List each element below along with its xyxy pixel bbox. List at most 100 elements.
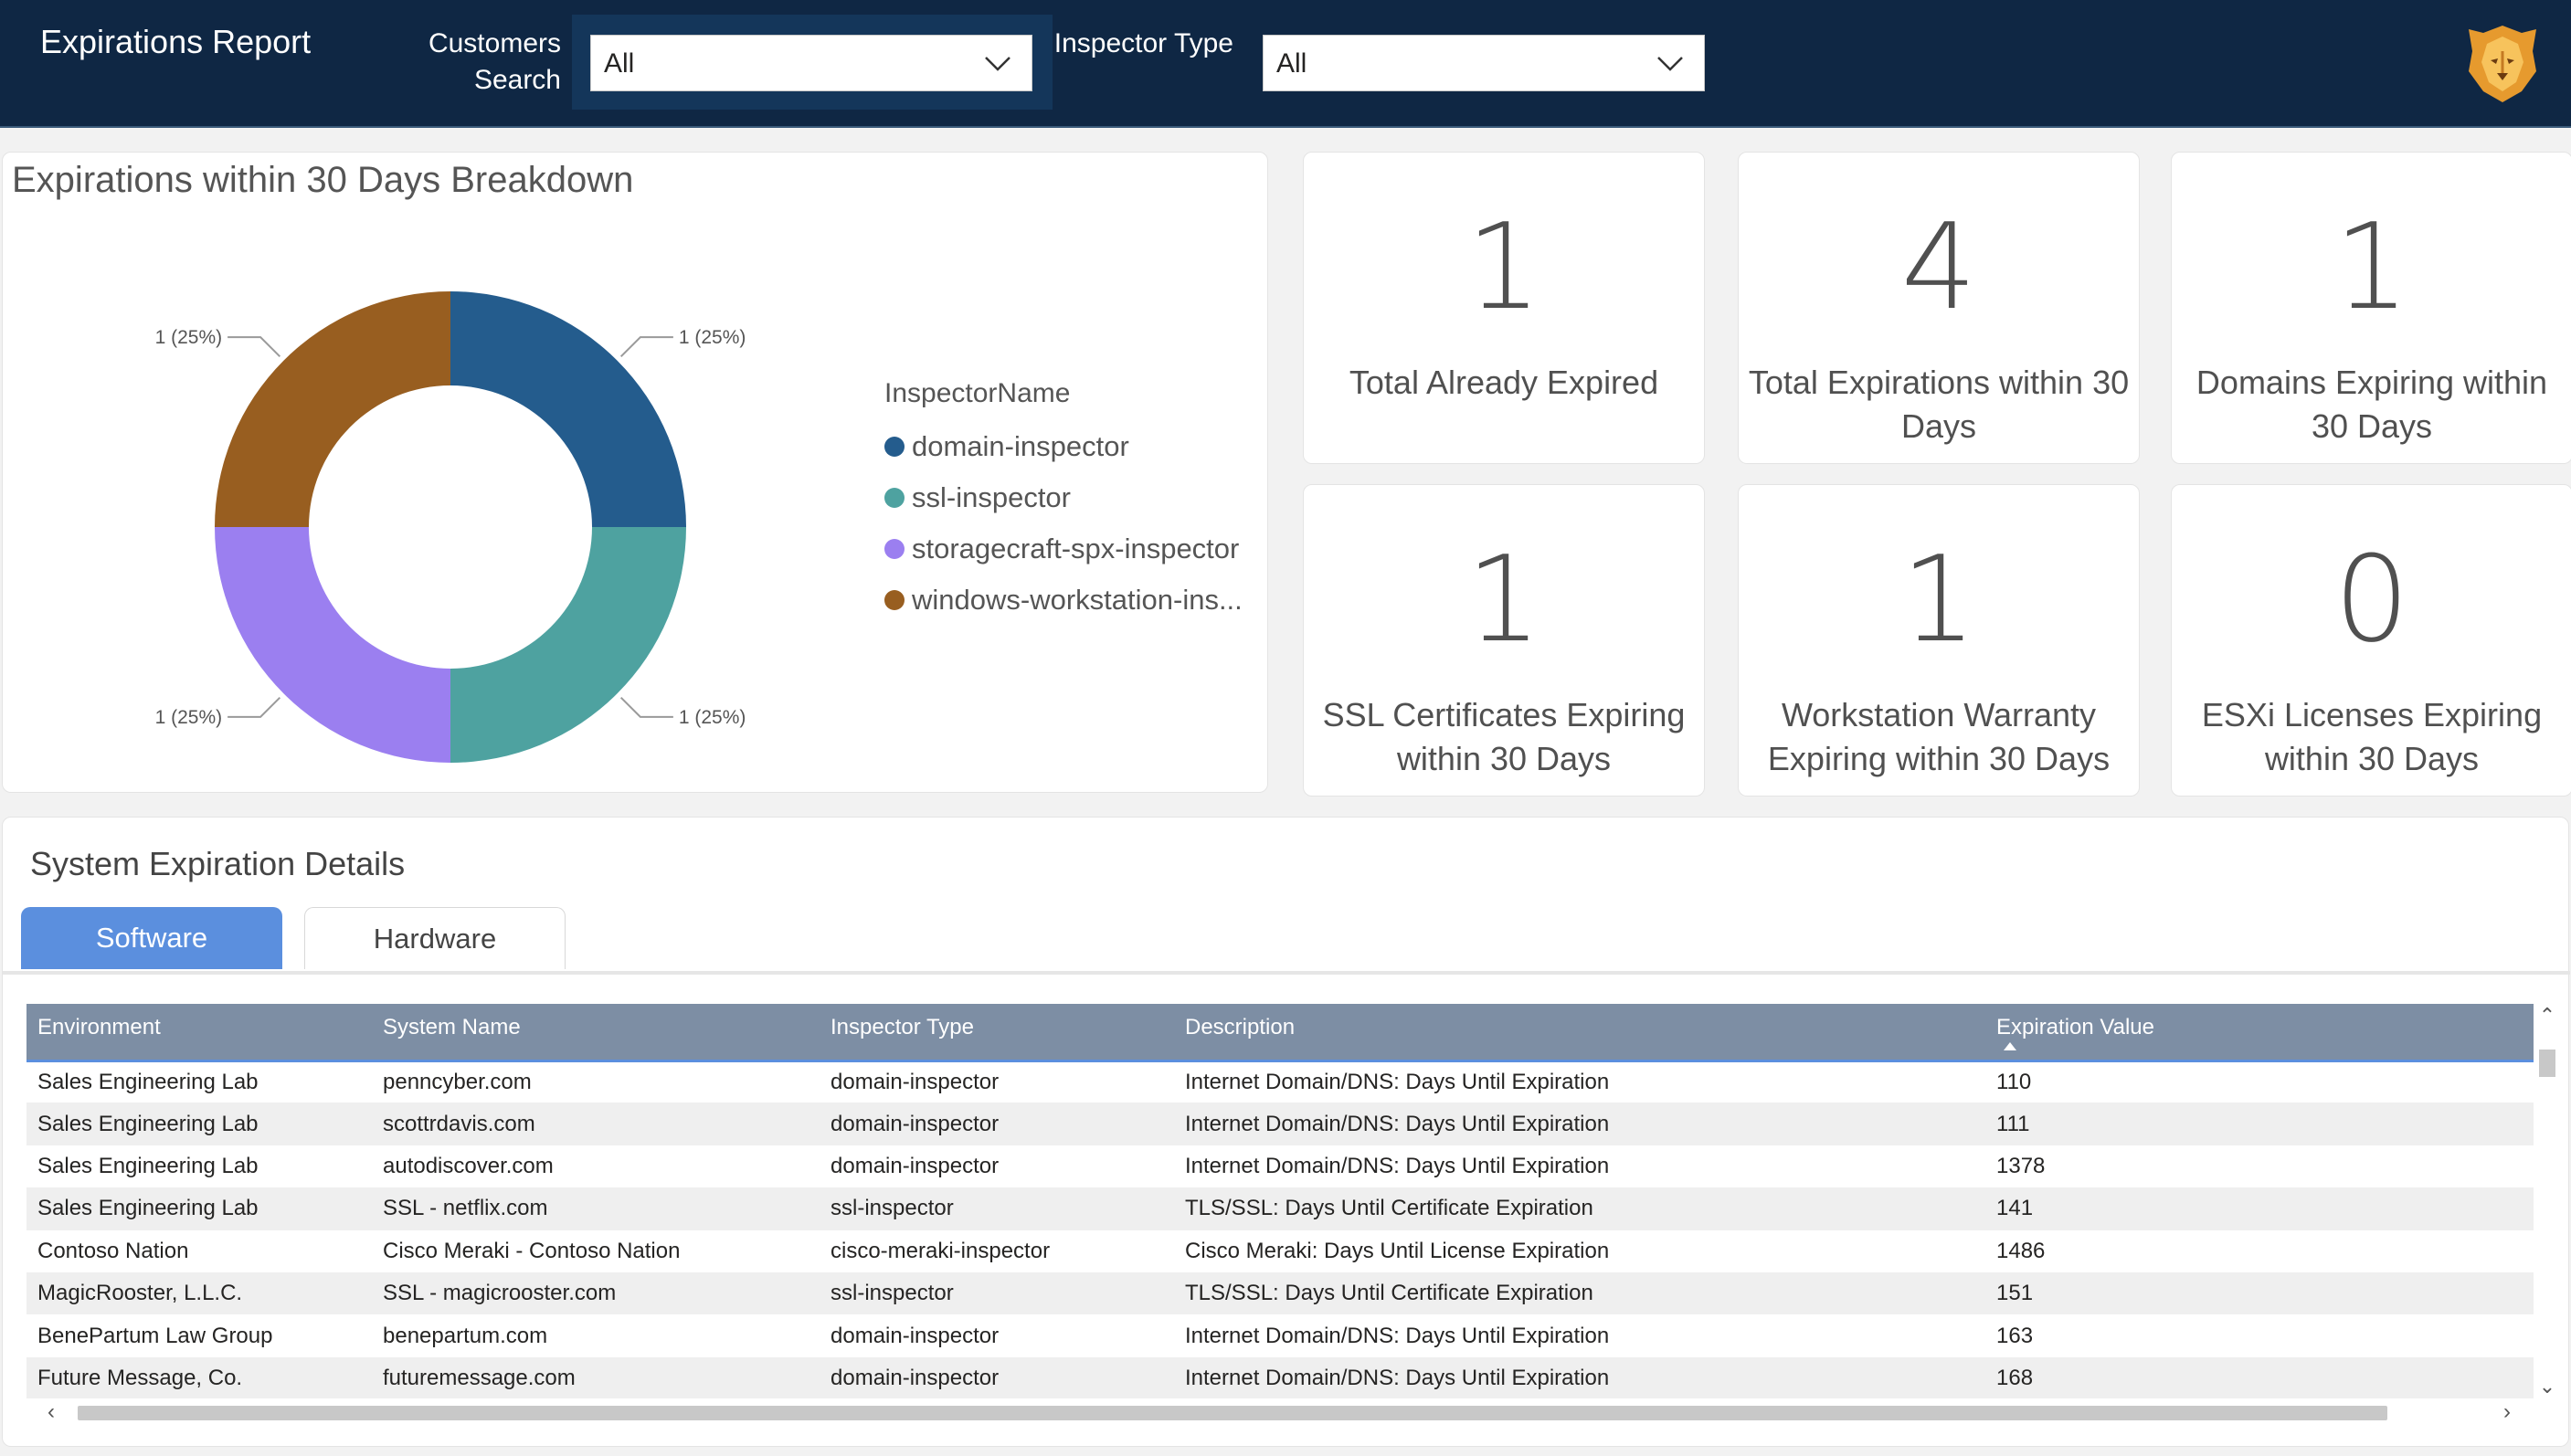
column-header-description[interactable]: Description <box>1174 1004 1985 1062</box>
cell-environment: MagicRooster, L.L.C. <box>37 1281 243 1306</box>
kpi-label: Total Expirations within 30 Days <box>1748 364 2130 445</box>
scroll-left-icon[interactable]: ‹ <box>48 1399 55 1424</box>
table-row[interactable]: Future Message, Co. futuremessage.com do… <box>26 1356 2534 1398</box>
legend-dot-ssl-inspector <box>884 488 905 508</box>
expiration-table-container: Environment System Name Inspector Type D… <box>26 1004 2534 1398</box>
scroll-down-icon[interactable]: ⌄ <box>2538 1375 2556 1398</box>
kpi-label: Domains Expiring within 30 Days <box>2195 364 2548 445</box>
cell-system-name: penncyber.com <box>383 1069 532 1094</box>
cell-description: TLS/SSL: Days Until Certificate Expirati… <box>1185 1281 1593 1306</box>
expiration-table: Environment System Name Inspector Type D… <box>26 1004 2534 1398</box>
table-header-row: Environment System Name Inspector Type D… <box>26 1004 2534 1062</box>
cell-inspector-type: ssl-inspector <box>831 1196 954 1221</box>
cell-inspector-type: domain-inspector <box>831 1111 1000 1136</box>
scroll-up-icon[interactable]: ⌃ <box>2538 1004 2556 1027</box>
cell-expiration-value: 151 <box>1996 1281 2034 1306</box>
cell-description: TLS/SSL: Days Until Certificate Expirati… <box>1185 1196 1593 1221</box>
cell-inspector-type: domain-inspector <box>831 1365 1000 1390</box>
vertical-scroll-thumb[interactable] <box>2539 1050 2555 1077</box>
column-header-label: Expiration Value <box>1996 1015 2154 1039</box>
cell-system-name: SSL - netflix.com <box>383 1196 548 1221</box>
sort-ascending-icon <box>2004 1042 2016 1050</box>
table-row[interactable]: Sales Engineering Lab scottrdavis.com do… <box>26 1103 2534 1145</box>
breakdown-chart-card: Expirations within 30 Days Breakdown 1 (… <box>2 152 1268 793</box>
donut-chart: 1 (25%) 1 (25%) 1 (25%) 1 (25%) <box>155 291 746 763</box>
cell-expiration-value: 1378 <box>1996 1153 2046 1178</box>
table-vertical-scrollbar[interactable]: ⌃ ⌄ <box>2534 1004 2561 1398</box>
cell-environment: Sales Engineering Lab <box>37 1153 259 1178</box>
legend-label: storagecraft-spx-inspector <box>912 533 1240 564</box>
donut-data-label: 1 (25%) <box>155 707 223 728</box>
lion-logo-icon <box>2469 26 2536 102</box>
kpi-label: Total Already Expired <box>1349 364 1659 401</box>
donut-data-label: 1 (25%) <box>679 707 746 728</box>
kpi-workstation-warranty-expiring: 1 Workstation Warranty Expiring within 3… <box>1738 484 2140 797</box>
table-row[interactable]: Contoso Nation Cisco Meraki - Contoso Na… <box>26 1230 2534 1272</box>
table-row[interactable]: BenePartum Law Group benepartum.com doma… <box>26 1314 2534 1356</box>
cell-expiration-value: 168 <box>1996 1365 2034 1390</box>
cell-system-name: Cisco Meraki - Contoso Nation <box>383 1238 681 1263</box>
donut-slice-3[interactable] <box>215 527 450 763</box>
table-row[interactable]: Sales Engineering Lab penncyber.com doma… <box>26 1060 2534 1103</box>
cell-description: Internet Domain/DNS: Days Until Expirati… <box>1185 1323 1610 1348</box>
customers-search-value: All <box>604 48 635 79</box>
chevron-down-icon <box>1657 57 1683 71</box>
donut-slice-2[interactable] <box>450 527 686 763</box>
cell-inspector-type: ssl-inspector <box>831 1281 954 1306</box>
column-header-system-name[interactable]: System Name <box>372 1004 820 1062</box>
donut-slice-1[interactable] <box>450 291 686 527</box>
tab-software[interactable]: Software <box>21 907 282 969</box>
table-row[interactable]: Sales Engineering Lab SSL - netflix.com … <box>26 1187 2534 1230</box>
cell-environment: Sales Engineering Lab <box>37 1111 259 1136</box>
report-title: Expirations Report <box>40 23 312 60</box>
report-header: Expirations Report Customers Search All … <box>0 0 2571 128</box>
chart-legend: InspectorName domain-inspector ssl-inspe… <box>884 375 1243 626</box>
legend-title: InspectorName <box>884 378 1071 408</box>
column-header-expiration-value[interactable]: Expiration Value <box>1985 1004 2534 1062</box>
label-leader-line <box>619 696 673 718</box>
cell-inspector-type: cisco-meraki-inspector <box>831 1238 1051 1263</box>
kpi-label: Workstation Warranty Expiring within 30 … <box>1767 696 2111 777</box>
cell-expiration-value: 110 <box>1996 1069 2032 1094</box>
legend-item-storagecraft-spx-inspector[interactable]: storagecraft-spx-inspector <box>884 523 1243 575</box>
legend-label: ssl-inspector <box>912 481 1071 513</box>
cell-inspector-type: domain-inspector <box>831 1323 1000 1348</box>
legend-item-windows-workstation-inspector[interactable]: windows-workstation-ins... <box>884 575 1243 626</box>
kpi-label: SSL Certificates Expiring within 30 Days <box>1322 696 1686 777</box>
column-header-inspector-type[interactable]: Inspector Type <box>820 1004 1174 1062</box>
legend-item-ssl-inspector[interactable]: ssl-inspector <box>884 472 1243 523</box>
breakdown-chart-title: Expirations within 30 Days Breakdown <box>12 160 634 200</box>
inspector-type-dropdown[interactable]: All <box>1263 35 1705 91</box>
cell-expiration-value: 111 <box>1996 1111 2030 1136</box>
legend-label: domain-inspector <box>912 430 1129 462</box>
legend-dot-domain-inspector <box>884 437 905 457</box>
table-row[interactable]: MagicRooster, L.L.C. SSL - magicrooster.… <box>26 1271 2534 1315</box>
kpi-value: 1 <box>2333 197 2410 336</box>
column-header-environment[interactable]: Environment <box>26 1004 372 1062</box>
legend-item-domain-inspector[interactable]: domain-inspector <box>884 421 1243 472</box>
cell-system-name: SSL - magicrooster.com <box>383 1281 617 1306</box>
customers-search-dropdown[interactable]: All <box>590 35 1032 91</box>
inspector-type-value: All <box>1276 48 1307 79</box>
cell-system-name: scottrdavis.com <box>383 1111 535 1136</box>
table-horizontal-scrollbar[interactable]: ‹ › <box>26 1398 2534 1426</box>
cell-expiration-value: 141 <box>1996 1196 2034 1221</box>
scroll-right-icon[interactable]: › <box>2503 1399 2511 1424</box>
kpi-value: 1 <box>1465 197 1542 336</box>
kpi-value: 0 <box>2333 530 2410 669</box>
cell-environment: BenePartum Law Group <box>37 1323 273 1348</box>
kpi-value: 1 <box>1900 530 1977 669</box>
cell-description: Internet Domain/DNS: Days Until Expirati… <box>1185 1111 1610 1136</box>
cell-environment: Sales Engineering Lab <box>37 1069 259 1094</box>
donut-slice-4[interactable] <box>215 291 450 527</box>
cell-inspector-type: domain-inspector <box>831 1069 1000 1094</box>
kpi-total-already-expired: 1 Total Already Expired <box>1303 152 1705 464</box>
kpi-esxi-licenses-expiring: 0 ESXi Licenses Expiring within 30 Days <box>2171 484 2571 797</box>
legend-label: windows-workstation-ins... <box>912 584 1243 616</box>
horizontal-scroll-thumb[interactable] <box>78 1406 2387 1420</box>
kpi-value: 1 <box>1465 530 1542 669</box>
table-row[interactable]: Sales Engineering Lab autodiscover.com d… <box>26 1145 2534 1187</box>
kpi-label: ESXi Licenses Expiring within 30 Days <box>2201 696 2543 777</box>
details-title: System Expiration Details <box>30 845 406 882</box>
tab-hardware[interactable]: Hardware <box>304 907 566 969</box>
